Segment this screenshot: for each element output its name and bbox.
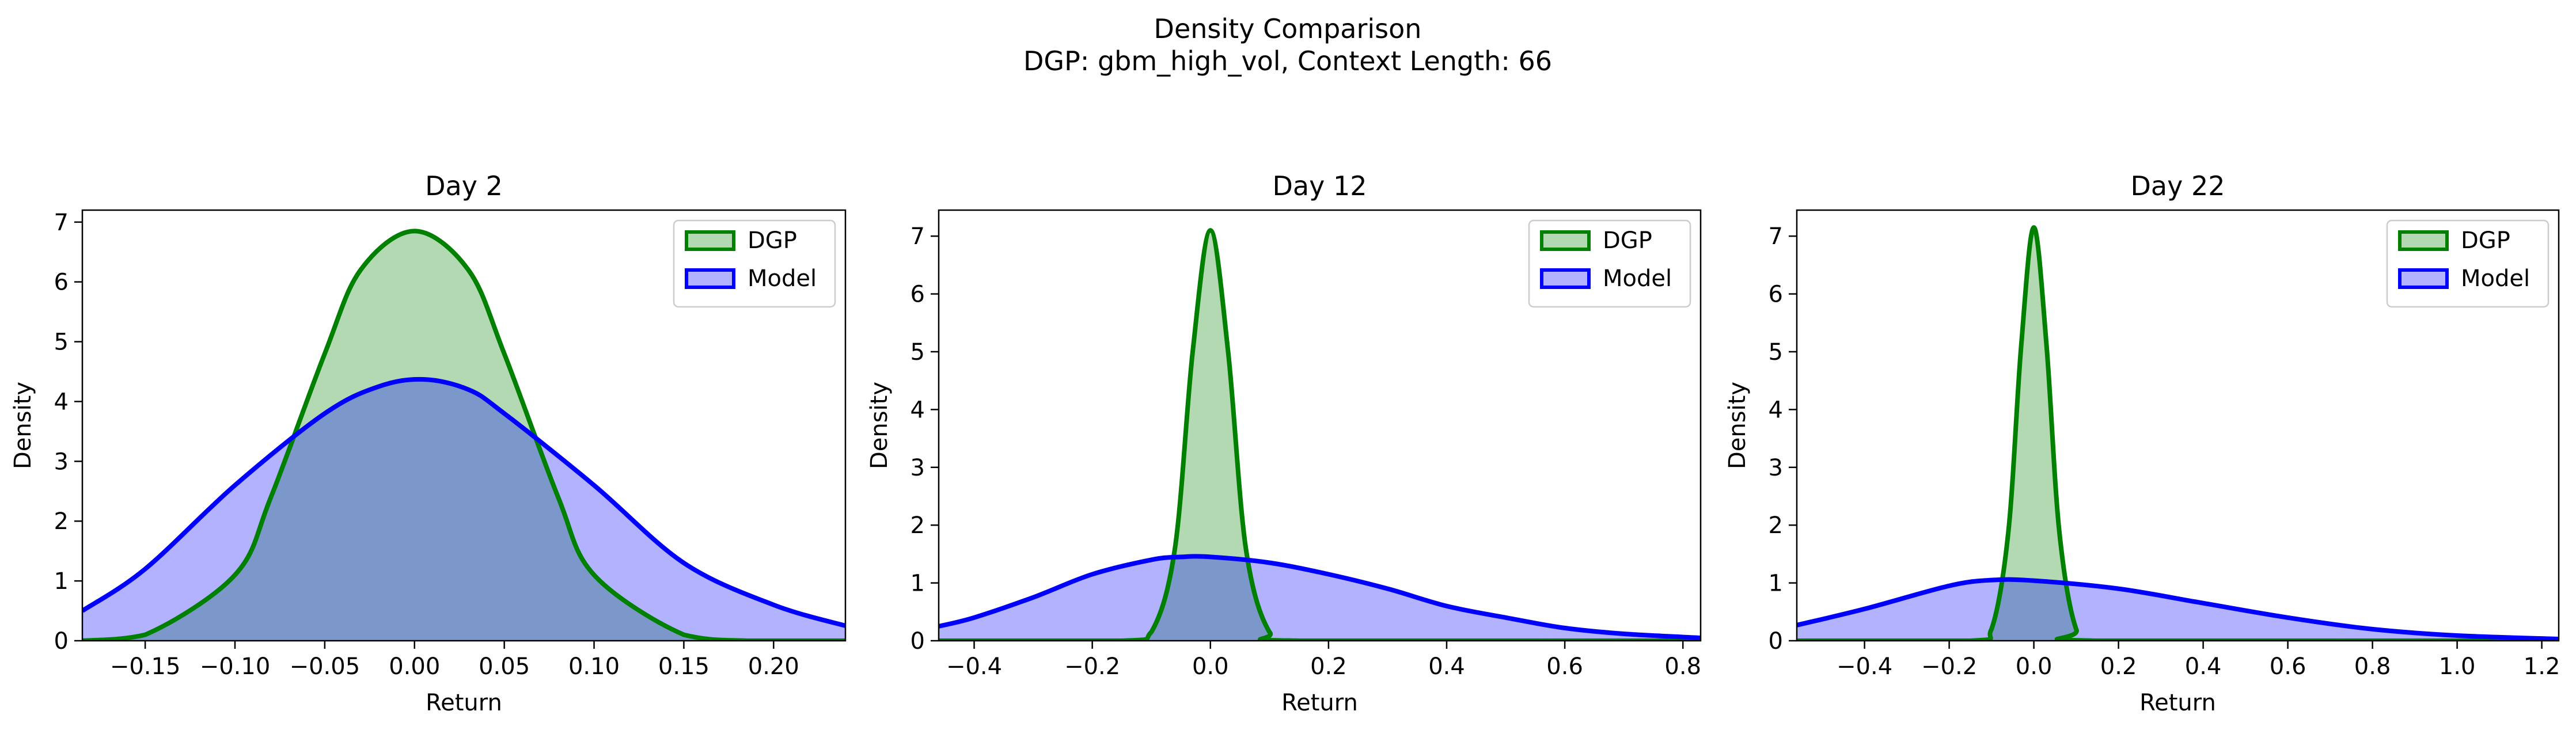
y-tick-label: 3 xyxy=(1769,455,1783,481)
y-tick-label: 7 xyxy=(54,210,69,236)
figure-subtitle: DGP: gbm_high_vol, Context Length: 66 xyxy=(1023,45,1552,77)
y-tick-label: 7 xyxy=(1769,223,1783,250)
chart-panel-3: −0.4 −0.2 0.0 0.2 0.4 0.6 0.8 1.0 1.2 0 1 2 3 4 5 6 7 Day… xyxy=(1724,170,2560,716)
y-tick-label: 2 xyxy=(910,512,925,539)
y-tick-label: 3 xyxy=(910,455,925,481)
x-tick-label: 0.4 xyxy=(2185,653,2222,680)
x-tick-label: 0.6 xyxy=(2270,653,2306,680)
y-tick-label: 5 xyxy=(910,339,925,366)
y-tick-label: 1 xyxy=(910,571,925,597)
y-tick-label: 4 xyxy=(910,397,925,423)
x-tick-label: 0.15 xyxy=(658,653,710,680)
x-tick-label: 0.20 xyxy=(748,653,799,680)
legend-label-model: Model xyxy=(2461,265,2530,292)
y-tick-label: 1 xyxy=(54,568,69,595)
figure-title: Density Comparison xyxy=(1154,13,1422,44)
x-tick-label: 0.10 xyxy=(568,653,620,680)
y-axis-label: Density xyxy=(1724,382,1751,469)
legend-swatch-dgp xyxy=(2398,230,2449,251)
x-tick-label: 0.6 xyxy=(1546,653,1583,680)
legend: DGP Model xyxy=(2386,219,2550,308)
legend-swatch-model xyxy=(2398,268,2449,289)
series-area-model xyxy=(1797,579,2559,641)
chart-panel-2: −0.4 −0.2 0.0 0.2 0.4 0.6 0.8 0 1 2 3 4 5 6 7 Day 12 Ret… xyxy=(866,170,1702,716)
x-tick-label: 0.0 xyxy=(1192,653,1229,680)
y-tick-label: 1 xyxy=(1769,571,1783,597)
series-area-model xyxy=(939,556,1701,641)
legend-box xyxy=(673,219,836,308)
chart-panel-1: −0.15 −0.10 −0.05 0.00 0.05 0.10 0.15 0.20 0 1 2 3 4… xyxy=(10,170,847,716)
x-axis-label: Return xyxy=(426,690,502,716)
plot-area xyxy=(82,229,845,641)
y-axis-label: Density xyxy=(10,382,36,469)
y-tick-label: 5 xyxy=(1769,339,1783,366)
x-tick-label: 0.0 xyxy=(2016,653,2053,680)
x-tick-label: 1.2 xyxy=(2524,653,2560,680)
panel-title: Day 12 xyxy=(1273,170,1367,201)
series-line-dgp xyxy=(82,229,845,641)
legend: DGP Model xyxy=(1528,219,1691,308)
x-tick-label: 0.2 xyxy=(2100,653,2137,680)
legend-swatch-model xyxy=(1540,268,1591,289)
x-tick-label: 0.05 xyxy=(479,653,530,680)
legend-swatch-model xyxy=(685,268,735,289)
x-tick-label: −0.2 xyxy=(1064,653,1120,680)
y-tick-label: 0 xyxy=(54,628,69,655)
y-tick-label: 6 xyxy=(910,282,925,308)
x-tick-label: 0.2 xyxy=(1310,653,1347,680)
x-tick-label: −0.10 xyxy=(200,653,271,680)
legend-box xyxy=(1528,219,1691,308)
series-area-model xyxy=(82,379,845,641)
legend-label-dgp: DGP xyxy=(748,227,797,254)
x-tick-label: 0.4 xyxy=(1428,653,1465,680)
legend-label-dgp: DGP xyxy=(2461,227,2510,254)
x-axis-label: Return xyxy=(1281,690,1358,716)
y-tick-label: 0 xyxy=(910,628,925,655)
series-line-model xyxy=(82,376,845,628)
y-tick-label: 0 xyxy=(1769,628,1783,655)
y-axis-label: Density xyxy=(866,382,893,469)
panel-title: Day 22 xyxy=(2131,170,2225,201)
axes-frame xyxy=(1796,209,2560,642)
x-tick-label: −0.15 xyxy=(110,653,181,680)
series-line-model xyxy=(1797,577,2559,641)
x-axis-label: Return xyxy=(2139,690,2216,716)
chart-panels: −0.15 −0.10 −0.05 0.00 0.05 0.10 0.15 0.2001234… xyxy=(10,170,2560,716)
axes-frame xyxy=(938,209,1702,642)
x-tick-label: 0.8 xyxy=(2354,653,2391,680)
y-tick-label: 4 xyxy=(54,389,69,415)
y-tick-label: 5 xyxy=(54,329,69,356)
x-tick-label: 1.0 xyxy=(2439,653,2476,680)
legend: DGP Model xyxy=(673,219,836,308)
y-tick-label: 6 xyxy=(1769,282,1783,308)
y-tick-label: 2 xyxy=(54,508,69,535)
legend-label-model: Model xyxy=(748,265,817,292)
y-tick-label: 7 xyxy=(910,223,925,250)
series-area-dgp xyxy=(82,231,845,641)
panel-title: Day 2 xyxy=(425,170,503,201)
legend-label-dgp: DGP xyxy=(1603,227,1652,254)
axes-frame xyxy=(81,209,847,642)
x-tick-label: 0.8 xyxy=(1664,653,1701,680)
legend-box xyxy=(2386,219,2550,308)
y-tick-label: 3 xyxy=(54,448,69,475)
legend-swatch-dgp xyxy=(1540,230,1591,251)
series-line-model xyxy=(939,554,1701,640)
x-tick-label: 0.00 xyxy=(389,653,440,680)
x-tick-label: −0.05 xyxy=(290,653,361,680)
x-tick-label: −0.2 xyxy=(1921,653,1977,680)
legend-label-model: Model xyxy=(1603,265,1672,292)
x-tick-label: −0.4 xyxy=(946,653,1002,680)
legend-swatch-dgp xyxy=(685,230,735,251)
y-tick-label: 2 xyxy=(1769,512,1783,539)
y-tick-label: 6 xyxy=(54,269,69,296)
x-tick-label: −0.4 xyxy=(1837,653,1892,680)
y-tick-label: 4 xyxy=(1769,397,1783,423)
